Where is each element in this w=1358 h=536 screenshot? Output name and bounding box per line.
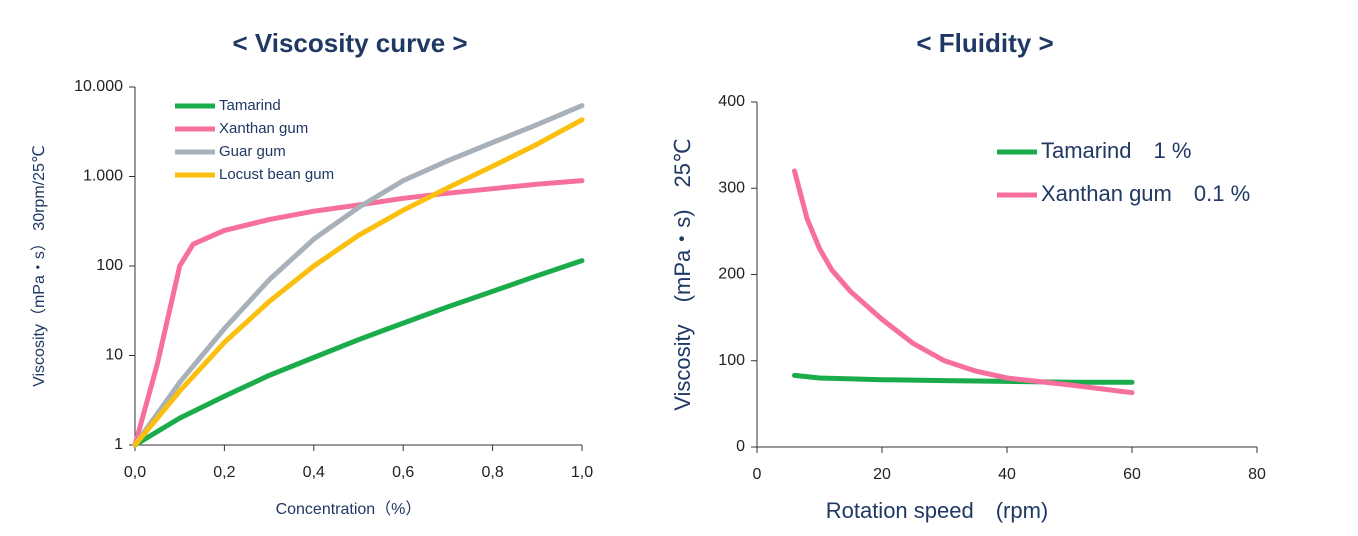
series-line (792, 372, 1135, 385)
x-axis-label: Concentration（%） (276, 500, 422, 518)
chart-title: < Viscosity curve > (232, 28, 467, 58)
x-tick-label: 1,0 (571, 464, 593, 481)
x-tick-label: 0,6 (392, 464, 414, 481)
chart-title: < Fluidity > (916, 28, 1053, 58)
x-axis-label: Rotation speed (rpm) (826, 498, 1049, 523)
legend-label: Guar gum (219, 143, 286, 160)
x-tick-label: 0,8 (481, 464, 503, 481)
x-tick-label: 0,4 (303, 464, 325, 481)
legend-label: Tamarind (219, 97, 281, 114)
y-axis-label: Viscosity（mPa・s） 30rpm/25℃ (30, 145, 48, 387)
legend-label: Xanthan gum 0.1 % (1041, 181, 1250, 206)
series-line (132, 103, 585, 448)
series-line (132, 178, 585, 448)
legend-label: Tamarind 1 % (1041, 138, 1191, 163)
x-tick-label: 0,2 (213, 464, 235, 481)
x-tick-label: 80 (1248, 466, 1266, 483)
y-tick-label: 300 (718, 179, 745, 196)
y-axis-label: Viscosity (mPa・s) 25℃ (670, 138, 695, 410)
y-tick-label: 100 (718, 352, 745, 369)
y-tick-label: 10 (105, 347, 123, 364)
x-tick-label: 40 (998, 466, 1016, 483)
legend-label: Locust bean gum (219, 166, 334, 183)
x-tick-label: 0,0 (124, 464, 146, 481)
x-tick-label: 0 (753, 466, 762, 483)
y-tick-label: 400 (718, 93, 745, 110)
y-tick-label: 10.000 (74, 78, 123, 95)
y-tick-label: 1.000 (83, 168, 123, 185)
series-line (132, 117, 585, 448)
x-tick-label: 60 (1123, 466, 1141, 483)
series-line (792, 168, 1135, 396)
y-tick-label: 100 (96, 257, 123, 274)
y-tick-label: 200 (718, 266, 745, 283)
y-tick-label: 0 (736, 438, 745, 455)
x-tick-label: 20 (873, 466, 891, 483)
series-line (132, 258, 585, 448)
y-tick-label: 1 (114, 436, 123, 453)
legend-label: Xanthan gum (219, 120, 308, 137)
